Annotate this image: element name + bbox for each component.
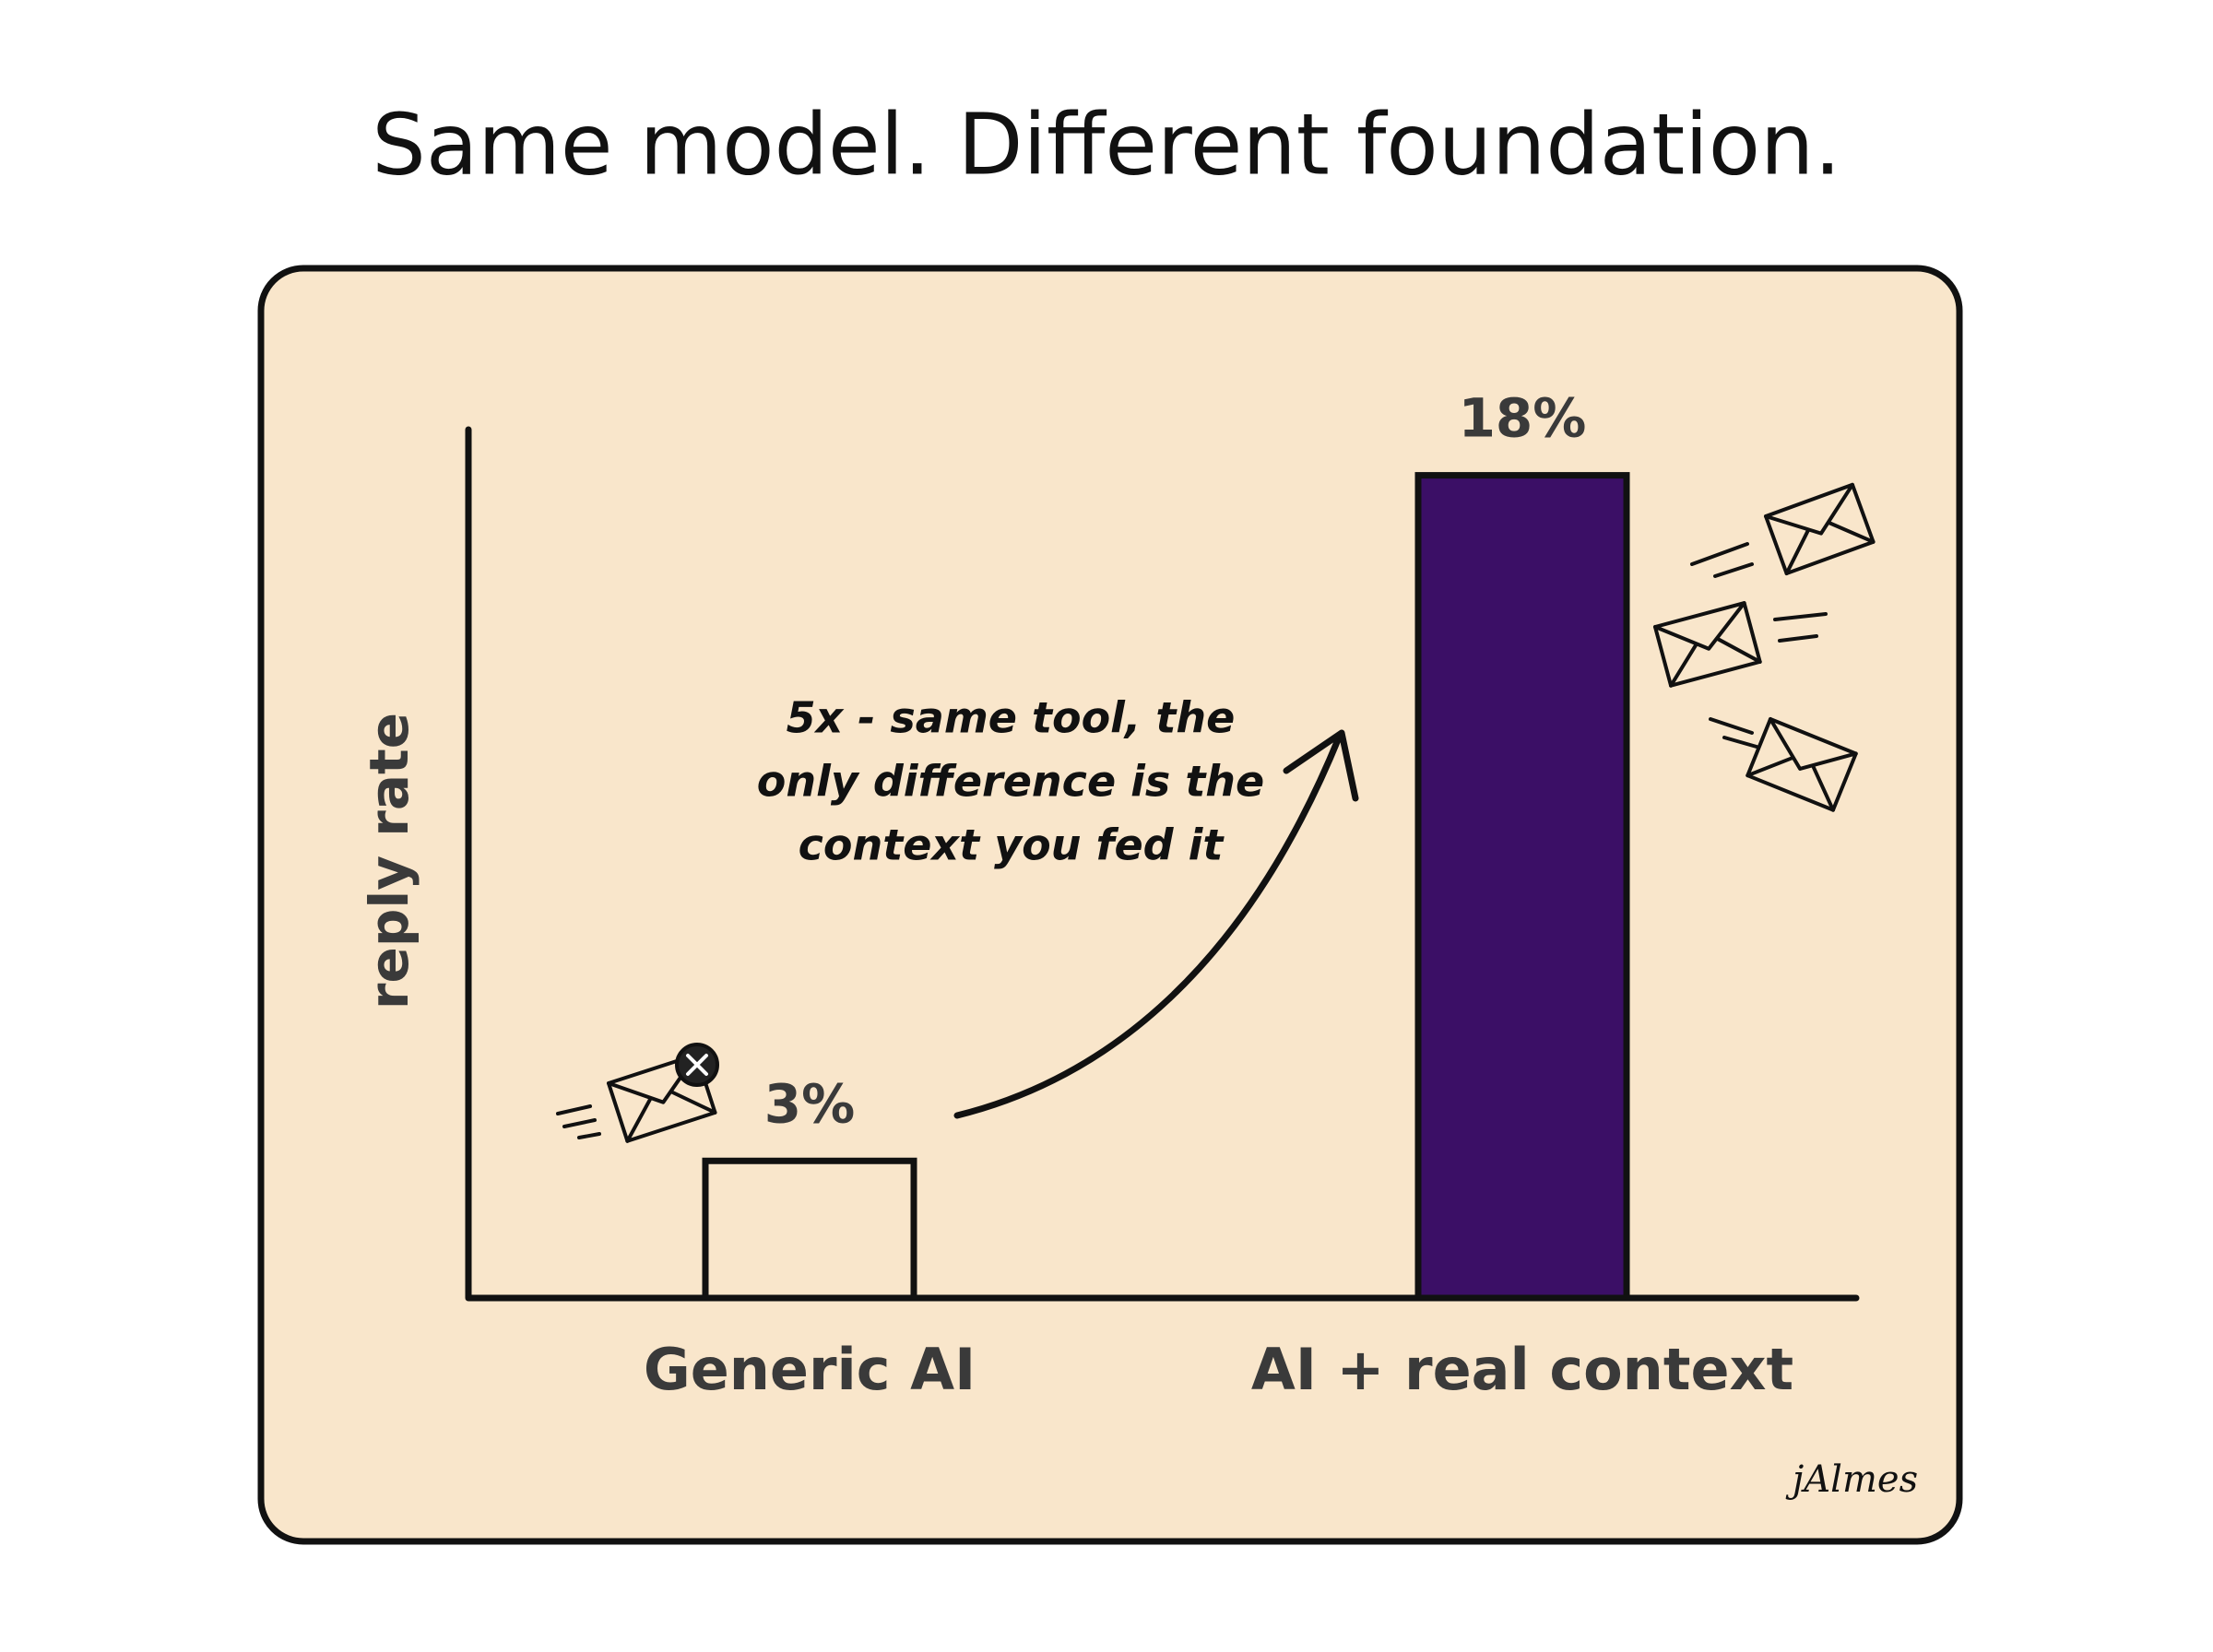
envelope-icons	[556, 482, 1876, 1143]
annotation: 5x - same tool, the	[787, 693, 1236, 743]
signature: jAlmes	[1785, 1458, 1918, 1501]
annotation: context you fed it	[799, 820, 1225, 870]
x-tick-label: Generic AI	[644, 1336, 976, 1403]
annotation: only difference is the	[757, 757, 1265, 807]
value-label: 18%	[1459, 387, 1587, 450]
bar	[702, 1157, 917, 1302]
bar	[1414, 472, 1630, 1302]
value-label: 3%	[764, 1072, 855, 1135]
chart-title: Same model. Different foundation.	[372, 95, 1840, 194]
axes	[465, 426, 1860, 1302]
x-tick-label: AI + real context	[1251, 1336, 1793, 1403]
y-axis-label: reply rate	[358, 713, 420, 1009]
arrow	[953, 734, 1343, 1119]
arrow-head	[1283, 729, 1359, 802]
